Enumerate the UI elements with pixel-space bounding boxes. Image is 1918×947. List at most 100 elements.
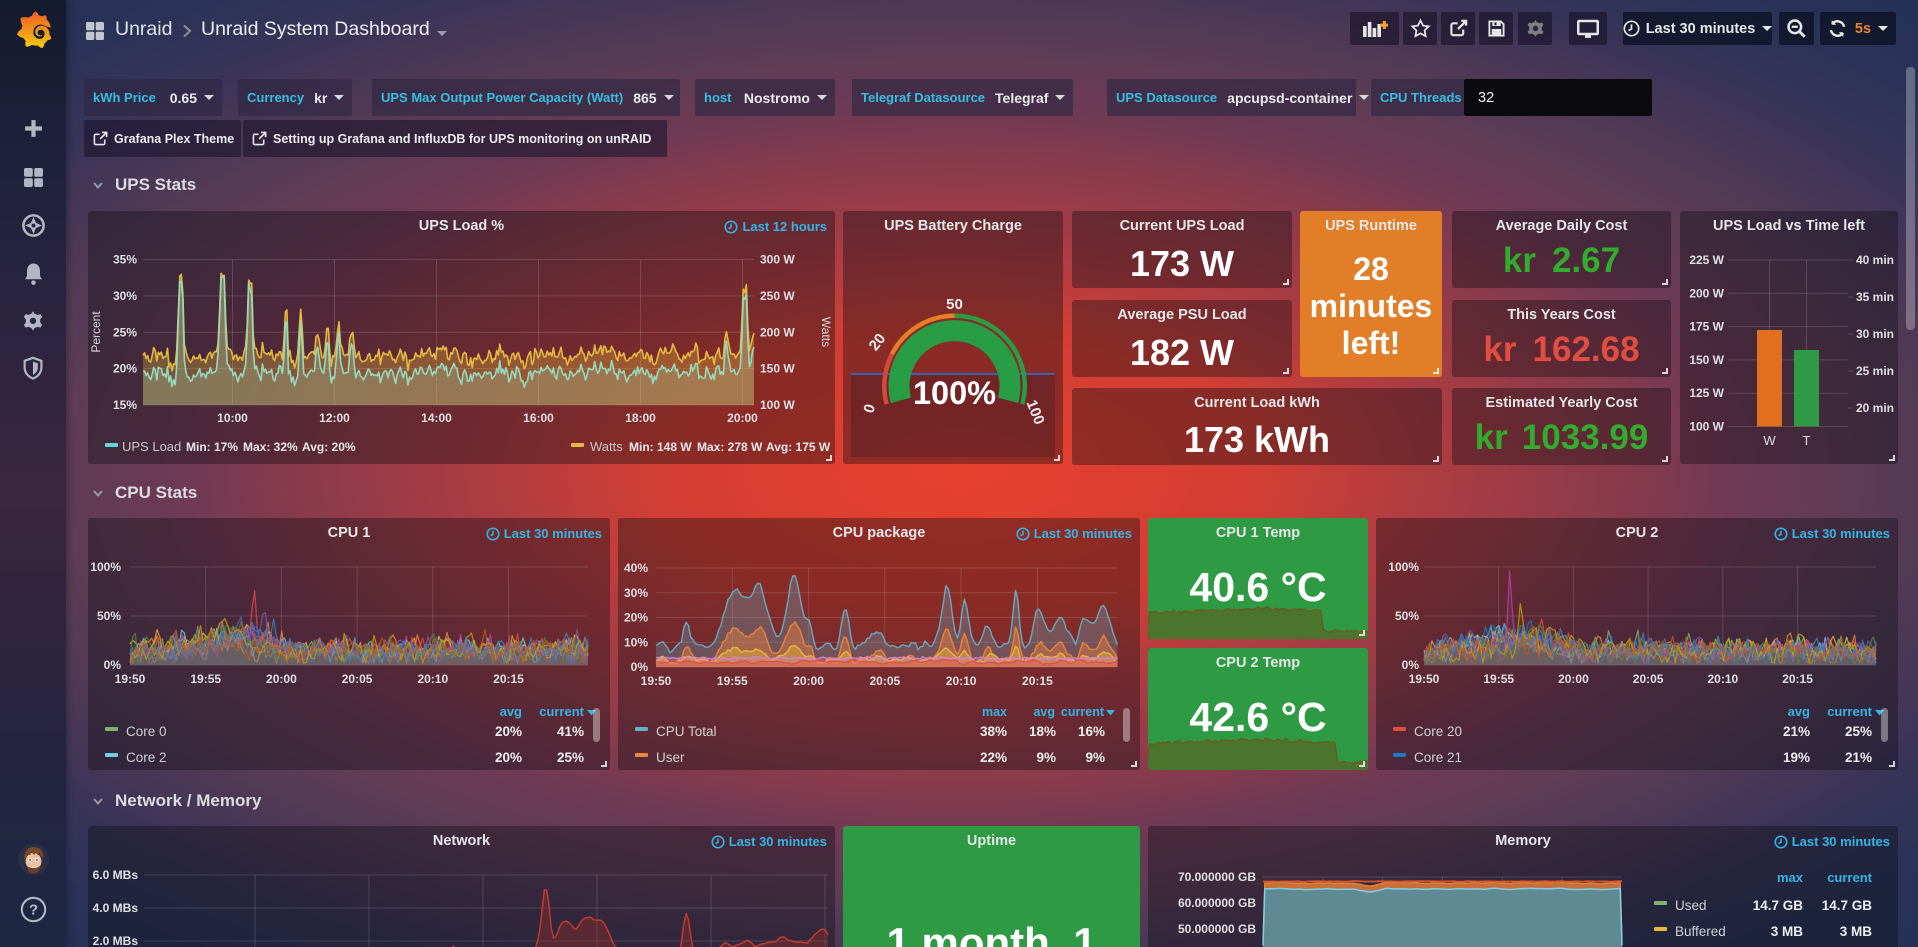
svg-text:22%: 22% <box>980 750 1007 765</box>
svg-text:30 min: 30 min <box>1856 327 1894 341</box>
svg-text:Core 21: Core 21 <box>1414 750 1462 765</box>
svg-text:User: User <box>656 750 685 765</box>
svg-text:3 MB: 3 MB <box>1840 924 1873 939</box>
svg-text:100%: 100% <box>90 560 121 574</box>
svg-text:19:55: 19:55 <box>190 672 221 686</box>
svg-text:38%: 38% <box>980 724 1007 739</box>
svg-text:16%: 16% <box>1078 724 1105 739</box>
svg-text:19:50: 19:50 <box>641 674 672 688</box>
svg-text:Avg: 20%: Avg: 20% <box>302 440 356 454</box>
svg-text:20: 20 <box>866 330 890 354</box>
svg-text:20:15: 20:15 <box>493 672 524 686</box>
svg-text:20%: 20% <box>495 750 522 765</box>
svg-text:20 min: 20 min <box>1856 401 1894 415</box>
svg-text:T: T <box>1803 433 1811 448</box>
svg-text:300 W: 300 W <box>760 253 795 267</box>
svg-text:35 min: 35 min <box>1856 290 1894 304</box>
svg-text:3 MB: 3 MB <box>1771 924 1804 939</box>
svg-text:avg: avg <box>1788 704 1810 719</box>
svg-text:200 W: 200 W <box>760 325 795 339</box>
svg-text:150 W: 150 W <box>1689 353 1724 367</box>
svg-text:Core 20: Core 20 <box>1414 724 1462 739</box>
svg-text:avg: avg <box>1033 705 1055 719</box>
svg-text:60.000000 GB: 60.000000 GB <box>1178 896 1256 910</box>
svg-text:Max: 278 W: Max: 278 W <box>697 440 763 454</box>
svg-text:10%: 10% <box>624 635 648 649</box>
svg-text:14.7 GB: 14.7 GB <box>1753 898 1804 913</box>
svg-text:9%: 9% <box>1085 750 1105 765</box>
svg-text:20%: 20% <box>113 362 137 376</box>
svg-text:20:10: 20:10 <box>1707 672 1738 686</box>
svg-text:21%: 21% <box>1783 724 1810 739</box>
svg-text:20:05: 20:05 <box>1633 672 1664 686</box>
svg-text:2.0 MBs: 2.0 MBs <box>93 934 139 947</box>
svg-text:current: current <box>1827 870 1872 885</box>
svg-text:0%: 0% <box>1402 658 1420 672</box>
svg-text:Watts: Watts <box>590 439 623 454</box>
svg-text:35%: 35% <box>113 253 137 267</box>
svg-text:9%: 9% <box>1036 750 1056 765</box>
svg-text:Watts: Watts <box>819 317 833 347</box>
svg-text:Max: 32%: Max: 32% <box>243 440 298 454</box>
svg-text:50%: 50% <box>1395 609 1419 623</box>
svg-text:20:10: 20:10 <box>417 672 448 686</box>
svg-text:30%: 30% <box>113 289 137 303</box>
svg-text:21%: 21% <box>1845 750 1872 765</box>
svg-text:?: ? <box>28 902 37 919</box>
svg-text:200 W: 200 W <box>1689 286 1724 300</box>
svg-text:19:50: 19:50 <box>1409 672 1440 686</box>
svg-text:30%: 30% <box>624 586 648 600</box>
svg-text:19:50: 19:50 <box>115 672 146 686</box>
svg-text:20:10: 20:10 <box>946 674 977 688</box>
svg-text:Used: Used <box>1675 898 1707 913</box>
svg-text:current: current <box>539 704 584 719</box>
svg-text:CPU Total: CPU Total <box>656 724 717 739</box>
svg-text:6.0 MBs: 6.0 MBs <box>93 868 139 882</box>
svg-text:20%: 20% <box>495 724 522 739</box>
svg-text:4.0 MBs: 4.0 MBs <box>93 901 139 915</box>
svg-text:25%: 25% <box>1845 724 1872 739</box>
svg-text:25 min: 25 min <box>1856 364 1894 378</box>
svg-text:20:00: 20:00 <box>727 411 758 425</box>
svg-text:Avg: 175 W: Avg: 175 W <box>766 440 831 454</box>
svg-text:Core 0: Core 0 <box>126 724 167 739</box>
svg-text:Min: 148 W: Min: 148 W <box>629 440 692 454</box>
svg-text:225 W: 225 W <box>1689 253 1724 267</box>
svg-text:16:00: 16:00 <box>523 411 554 425</box>
svg-text:100%: 100% <box>1388 560 1419 574</box>
svg-text:100 W: 100 W <box>760 398 795 412</box>
svg-text:25%: 25% <box>113 325 137 339</box>
svg-text:15%: 15% <box>113 398 137 412</box>
svg-text:41%: 41% <box>557 724 584 739</box>
svg-text:Percent: Percent <box>89 311 103 353</box>
svg-text:0%: 0% <box>631 660 649 674</box>
svg-text:40 min: 40 min <box>1856 253 1894 267</box>
svg-text:100 W: 100 W <box>1689 420 1724 434</box>
svg-text:20:05: 20:05 <box>869 674 900 688</box>
svg-text:W: W <box>1763 433 1776 448</box>
svg-text:50: 50 <box>946 296 963 313</box>
svg-text:current: current <box>1827 704 1872 719</box>
svg-text:19:55: 19:55 <box>717 674 748 688</box>
svg-text:max: max <box>982 705 1007 719</box>
svg-text:max: max <box>1777 870 1804 885</box>
svg-text:150 W: 150 W <box>760 362 795 376</box>
svg-text:avg: avg <box>500 704 522 719</box>
svg-text:125 W: 125 W <box>1689 386 1724 400</box>
svg-text:20%: 20% <box>624 611 648 625</box>
svg-text:10:00: 10:00 <box>217 411 248 425</box>
svg-text:UPS Load: UPS Load <box>122 439 181 454</box>
svg-text:current: current <box>1061 705 1105 719</box>
svg-text:19%: 19% <box>1783 750 1810 765</box>
svg-text:40%: 40% <box>624 561 648 575</box>
svg-text:50.000000 GB: 50.000000 GB <box>1178 922 1256 936</box>
svg-text:18%: 18% <box>1029 724 1056 739</box>
svg-text:Core 2: Core 2 <box>126 750 167 765</box>
svg-text:12:00: 12:00 <box>319 411 350 425</box>
svg-text:100%: 100% <box>913 375 996 411</box>
svg-text:50%: 50% <box>97 609 121 623</box>
svg-text:Buffered: Buffered <box>1675 924 1726 939</box>
svg-text:175 W: 175 W <box>1689 320 1724 334</box>
svg-text:18:00: 18:00 <box>625 411 656 425</box>
svg-text:14.7 GB: 14.7 GB <box>1822 898 1873 913</box>
